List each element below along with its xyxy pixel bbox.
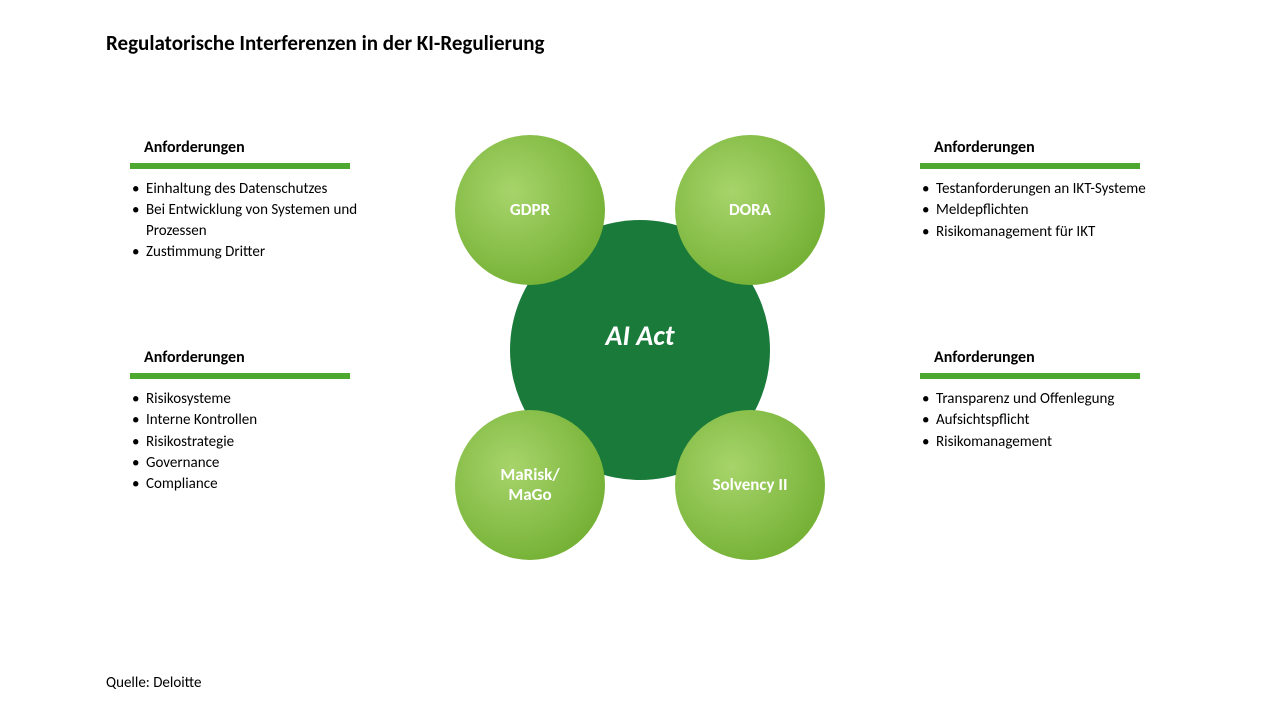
requirements-heading: Anforderungen (130, 138, 370, 157)
requirements-list: Transparenz und OffenlegungAufsichtspfli… (920, 389, 1170, 452)
satellite-label: GDPR (510, 200, 550, 220)
requirements-underline (130, 163, 350, 169)
requirements-list: Einhaltung des DatenschutzesBei Entwickl… (130, 179, 370, 262)
requirements-marisk: Anforderungen RisikosystemeInterne Kontr… (130, 348, 370, 495)
requirement-item: Meldepflichten (920, 200, 1170, 220)
requirements-dora: Anforderungen Testanforderungen an IKT-S… (920, 138, 1170, 243)
requirement-item: Testanforderungen an IKT-Systeme (920, 179, 1170, 199)
satellite-label: MaRisk/ MaGo (500, 465, 559, 504)
requirement-item: Aufsichtspflicht (920, 410, 1170, 430)
satellite-gdpr: GDPR (455, 135, 605, 285)
satellite-marisk: MaRisk/ MaGo (455, 410, 605, 560)
requirement-item: Bei Entwicklung von Systemen und Prozess… (130, 200, 370, 241)
requirement-item: Risikomanagement für IKT (920, 222, 1170, 242)
satellite-solvency: Solvency II (675, 410, 825, 560)
requirement-item: Risikosysteme (130, 389, 370, 409)
center-circle-label: AI Act (606, 318, 675, 353)
page-title: Regulatorische Interferenzen in der KI-R… (106, 30, 544, 56)
satellite-label: Solvency II (713, 475, 788, 495)
requirements-heading: Anforderungen (920, 348, 1170, 367)
satellite-dora: DORA (675, 135, 825, 285)
requirements-underline (920, 163, 1140, 169)
requirement-item: Interne Kontrollen (130, 410, 370, 430)
requirement-item: Risikostrategie (130, 432, 370, 452)
requirement-item: Governance (130, 453, 370, 473)
requirements-list: Testanforderungen an IKT-SystemeMeldepfl… (920, 179, 1170, 242)
requirements-heading: Anforderungen (130, 348, 370, 367)
requirements-gdpr: Anforderungen Einhaltung des Datenschutz… (130, 138, 370, 263)
requirement-item: Transparenz und Offenlegung (920, 389, 1170, 409)
satellite-label: DORA (729, 200, 771, 220)
requirement-item: Risikomanagement (920, 432, 1170, 452)
requirement-item: Einhaltung des Datenschutzes (130, 179, 370, 199)
requirements-list: RisikosystemeInterne KontrollenRisikostr… (130, 389, 370, 494)
requirement-item: Compliance (130, 474, 370, 494)
requirements-underline (920, 373, 1140, 379)
requirements-heading: Anforderungen (920, 138, 1170, 157)
requirement-item: Zustimmung Dritter (130, 242, 370, 262)
requirements-underline (130, 373, 350, 379)
requirements-solvency: Anforderungen Transparenz und Offenlegun… (920, 348, 1170, 453)
source-attribution: Quelle: Deloitte (106, 674, 202, 692)
